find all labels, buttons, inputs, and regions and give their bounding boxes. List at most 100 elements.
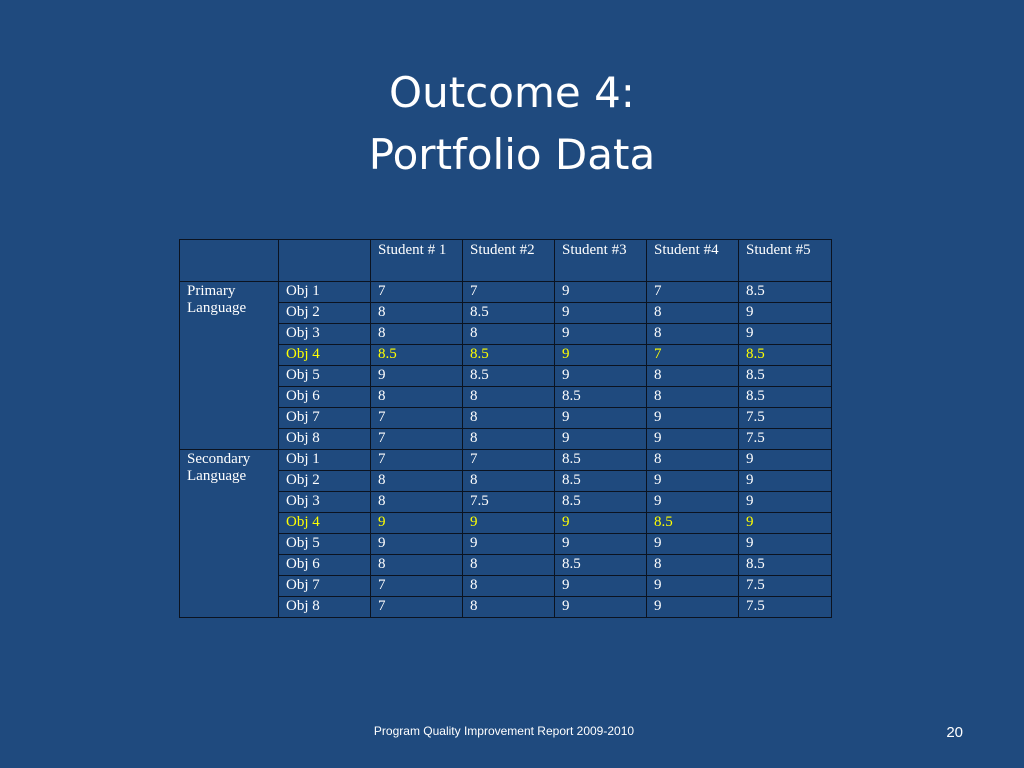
score-cell: 8 xyxy=(370,470,463,492)
score-cell: 8 xyxy=(370,386,463,408)
score-cell: 7 xyxy=(370,596,463,618)
score-cell: 8.5 xyxy=(370,344,463,366)
objective-cell: Obj 2 xyxy=(278,470,371,492)
score-cell: 8 xyxy=(646,302,739,324)
score-cell: 8 xyxy=(462,596,555,618)
score-cell: 9 xyxy=(554,428,647,450)
table-body: Primary Language Obj 1 7 7 9 7 8.5 Obj 2 8 8.5 9 8 9… xyxy=(179,281,832,618)
score-cell: 9 xyxy=(646,491,739,513)
score-cell: 7 xyxy=(370,407,463,429)
objective-cell: Obj 7 xyxy=(278,575,371,597)
objective-cell: Obj 4 xyxy=(278,512,371,534)
score-cell: 7.5 xyxy=(738,407,832,429)
score-cell: 9 xyxy=(462,512,555,534)
score-cell: 8 xyxy=(646,554,739,576)
objective-cell: Obj 2 xyxy=(278,302,371,324)
objective-cell: Obj 1 xyxy=(278,449,371,471)
portfolio-data-table: Student # 1 Student #2 Student #3 Studen… xyxy=(179,239,832,618)
objective-cell: Obj 4 xyxy=(278,344,371,366)
objective-cell: Obj 3 xyxy=(278,491,371,513)
header-cell-student-3: Student #3 xyxy=(554,239,647,282)
score-cell: 7 xyxy=(462,281,555,303)
table-row: Obj 7 7 8 9 9 7.5 xyxy=(180,407,832,429)
score-cell: 9 xyxy=(554,512,647,534)
score-cell: 8.5 xyxy=(738,281,832,303)
table-row: Obj 2 8 8 8.5 9 9 xyxy=(180,470,832,492)
objective-cell: Obj 3 xyxy=(278,323,371,345)
score-cell: 8 xyxy=(462,407,555,429)
table-row: Obj 6 8 8 8.5 8 8.5 xyxy=(180,386,832,408)
objective-cell: Obj 7 xyxy=(278,407,371,429)
score-cell: 7.5 xyxy=(462,491,555,513)
score-cell: 8.5 xyxy=(462,365,555,387)
score-cell: 9 xyxy=(370,533,463,555)
score-cell: 7 xyxy=(646,344,739,366)
score-cell: 9 xyxy=(554,302,647,324)
score-cell: 8 xyxy=(462,554,555,576)
score-cell: 8 xyxy=(646,386,739,408)
table-row: Secondary Language Obj 1 7 7 8.5 8 9 xyxy=(179,449,832,618)
header-cell-student-1: Student # 1 xyxy=(370,239,463,282)
score-cell: 8 xyxy=(370,302,463,324)
score-cell: 9 xyxy=(554,575,647,597)
header-cell xyxy=(179,239,279,282)
table-row: Obj 3 8 7.5 8.5 9 9 xyxy=(180,491,832,513)
score-cell: 9 xyxy=(738,533,832,555)
score-cell: 8 xyxy=(646,365,739,387)
score-cell: 8 xyxy=(370,554,463,576)
score-cell: 9 xyxy=(738,449,832,471)
objective-cell: Obj 5 xyxy=(278,533,371,555)
score-cell: 8 xyxy=(646,323,739,345)
score-cell: 7 xyxy=(370,449,463,471)
score-cell: 8 xyxy=(462,575,555,597)
slide-title-line-1: Outcome 4: xyxy=(389,68,635,117)
score-cell: 8 xyxy=(462,428,555,450)
score-cell: 9 xyxy=(738,470,832,492)
page-number: 20 xyxy=(946,724,963,741)
score-cell: 9 xyxy=(554,533,647,555)
score-cell: 7 xyxy=(370,575,463,597)
score-cell: 7 xyxy=(370,281,463,303)
score-cell: 9 xyxy=(646,596,739,618)
score-cell: 9 xyxy=(554,323,647,345)
score-cell: 9 xyxy=(370,512,463,534)
score-cell: 9 xyxy=(738,323,832,345)
score-cell: 9 xyxy=(646,533,739,555)
score-cell: 9 xyxy=(554,596,647,618)
footer: Program Quality Improvement Report 2009-… xyxy=(0,724,1024,738)
slide-title: Outcome 4: Portfolio Data xyxy=(0,62,1024,186)
table-row: Obj 8 7 8 9 9 7.5 xyxy=(180,596,832,618)
score-cell: 7.5 xyxy=(738,428,832,450)
group-label-cell: Primary Language xyxy=(179,281,279,450)
score-cell: 8.5 xyxy=(462,344,555,366)
score-cell: 8 xyxy=(646,449,739,471)
score-cell: 7.5 xyxy=(738,596,832,618)
header-cell-student-2: Student #2 xyxy=(462,239,555,282)
score-cell: 9 xyxy=(646,575,739,597)
score-cell: 9 xyxy=(554,365,647,387)
score-cell: 8.5 xyxy=(738,386,832,408)
score-cell: 9 xyxy=(462,533,555,555)
score-cell: 9 xyxy=(370,365,463,387)
score-cell: 9 xyxy=(554,281,647,303)
score-cell: 8.5 xyxy=(554,386,647,408)
score-cell: 8.5 xyxy=(554,470,647,492)
score-cell: 8 xyxy=(462,470,555,492)
score-cell: 9 xyxy=(646,470,739,492)
score-cell: 9 xyxy=(646,407,739,429)
score-cell: 7 xyxy=(370,428,463,450)
score-cell: 8.5 xyxy=(738,344,832,366)
objective-cell: Obj 6 xyxy=(278,554,371,576)
score-cell: 8 xyxy=(462,386,555,408)
score-cell: 8.5 xyxy=(738,365,832,387)
score-cell: 9 xyxy=(554,344,647,366)
footer-text: Program Quality Improvement Report 2009-… xyxy=(373,724,635,738)
score-cell: 9 xyxy=(738,512,832,534)
slide-title-line-2: Portfolio Data xyxy=(368,130,656,179)
score-cell: 7 xyxy=(462,449,555,471)
score-cell: 7.5 xyxy=(738,575,832,597)
score-cell: 8.5 xyxy=(554,449,647,471)
objective-cell: Obj 8 xyxy=(278,428,371,450)
